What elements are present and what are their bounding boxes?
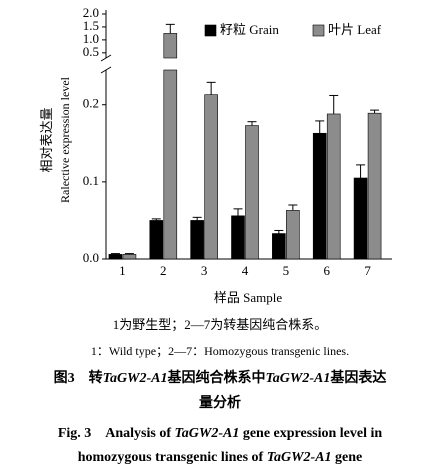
x-tick-label: 5 bbox=[283, 263, 290, 278]
y-tick-label: 1.0 bbox=[83, 31, 99, 46]
bar bbox=[312, 132, 327, 260]
x-tick-label: 3 bbox=[201, 263, 208, 278]
note-cn: 1为野生型；2—7为转基因纯合株系。 bbox=[113, 317, 328, 333]
x-tick-label: 1 bbox=[119, 263, 126, 278]
bar bbox=[326, 113, 341, 260]
caption-segment: TaGW2-A1 bbox=[103, 371, 168, 386]
bar bbox=[190, 220, 204, 260]
bar bbox=[245, 125, 259, 260]
y-tick-label: 0.5 bbox=[83, 44, 99, 59]
bar bbox=[286, 210, 300, 260]
y-tick-label: 1.5 bbox=[83, 18, 99, 33]
axis-break bbox=[100, 54, 112, 62]
bar bbox=[163, 69, 178, 260]
caption-segment: 图3 转 bbox=[54, 369, 103, 386]
x-tick-label: 7 bbox=[364, 263, 371, 278]
bar bbox=[272, 233, 286, 260]
caption-line: Fig. 3 Analysis of TaGW2-A1 gene express… bbox=[58, 426, 383, 441]
bar bbox=[367, 112, 382, 260]
caption-segment: gene expression level in bbox=[239, 426, 382, 441]
bar bbox=[149, 220, 164, 260]
axis-break bbox=[100, 66, 112, 74]
x-label: 样品 Sample bbox=[214, 290, 282, 305]
caption-segment: 基因纯合株系中 bbox=[168, 369, 266, 386]
bar bbox=[108, 254, 123, 260]
legend-swatch bbox=[204, 24, 217, 37]
caption-line: 量分析 bbox=[199, 394, 241, 411]
y-tick-label: 2.0 bbox=[83, 5, 99, 20]
note-en: 1：Wild type；2—7：Homozygous transgenic li… bbox=[91, 344, 349, 358]
caption-segment: 基因表达 bbox=[330, 369, 386, 386]
bar bbox=[122, 254, 137, 260]
y-label-en: Ralective expression level bbox=[58, 76, 72, 203]
bar bbox=[353, 177, 368, 260]
caption-line: homozygous transgenic lines of TaGW2-A1 … bbox=[78, 450, 363, 465]
caption-segment: 量分析 bbox=[199, 394, 241, 411]
bar-upper bbox=[163, 33, 178, 59]
y-tick-label: 0.1 bbox=[83, 173, 99, 188]
caption-segment: TaGW2-A1 bbox=[266, 371, 331, 386]
legend-label: 籽粒 Grain bbox=[220, 22, 279, 37]
caption-segment: homozygous transgenic lines of bbox=[78, 450, 267, 465]
caption-segment: gene bbox=[332, 450, 363, 465]
bar bbox=[231, 215, 245, 260]
legend-swatch bbox=[312, 24, 325, 37]
bar bbox=[204, 94, 218, 260]
x-tick-label: 4 bbox=[242, 263, 249, 278]
caption-segment: TaGW2-A1 bbox=[175, 426, 240, 441]
caption-segment: Fig. 3 Analysis of bbox=[58, 426, 175, 441]
y-tick-label: 0.2 bbox=[83, 96, 99, 111]
y-tick-label: 0.0 bbox=[83, 250, 99, 265]
legend-label: 叶片 Leaf bbox=[328, 22, 382, 37]
caption-segment: TaGW2-A1 bbox=[267, 450, 332, 465]
x-tick-label: 2 bbox=[160, 263, 167, 278]
x-tick-label: 6 bbox=[323, 263, 330, 278]
caption-line: 图3 转TaGW2-A1基因纯合株系中TaGW2-A1基因表达 bbox=[54, 369, 387, 386]
y-label-cn: 相对表达量 bbox=[39, 107, 54, 172]
